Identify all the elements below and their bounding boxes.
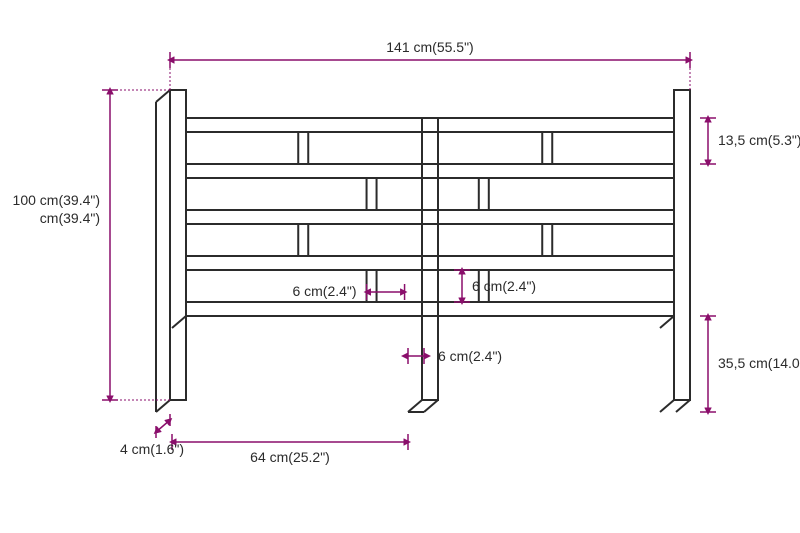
- dim-label-bottom_half: 64 cm(25.2"): [250, 449, 330, 465]
- svg-text:cm(39.4"): cm(39.4"): [40, 210, 100, 226]
- dim-label-left_height: 100 cm(39.4"): [13, 192, 100, 208]
- dim-label-six_a: 6 cm(2.4"): [292, 283, 356, 299]
- dimension-lines: [102, 52, 716, 450]
- dim-label-right_drop: 35,5 cm(14.0"): [718, 355, 800, 371]
- dim-label-depth: 4 cm(1.6"): [120, 441, 184, 457]
- dim-label-six_c: 6 cm(2.4"): [438, 348, 502, 364]
- product-outline: [156, 90, 690, 412]
- dim-label-slat_h: 13,5 cm(5.3"): [718, 132, 800, 148]
- dim-label-top_width: 141 cm(55.5"): [386, 39, 473, 55]
- dim-label-six_b: 6 cm(2.4"): [472, 278, 536, 294]
- dimension-drawing: 141 cm(55.5") 100 cm(39.4") cm(39.4") 13,5 …: [0, 0, 800, 533]
